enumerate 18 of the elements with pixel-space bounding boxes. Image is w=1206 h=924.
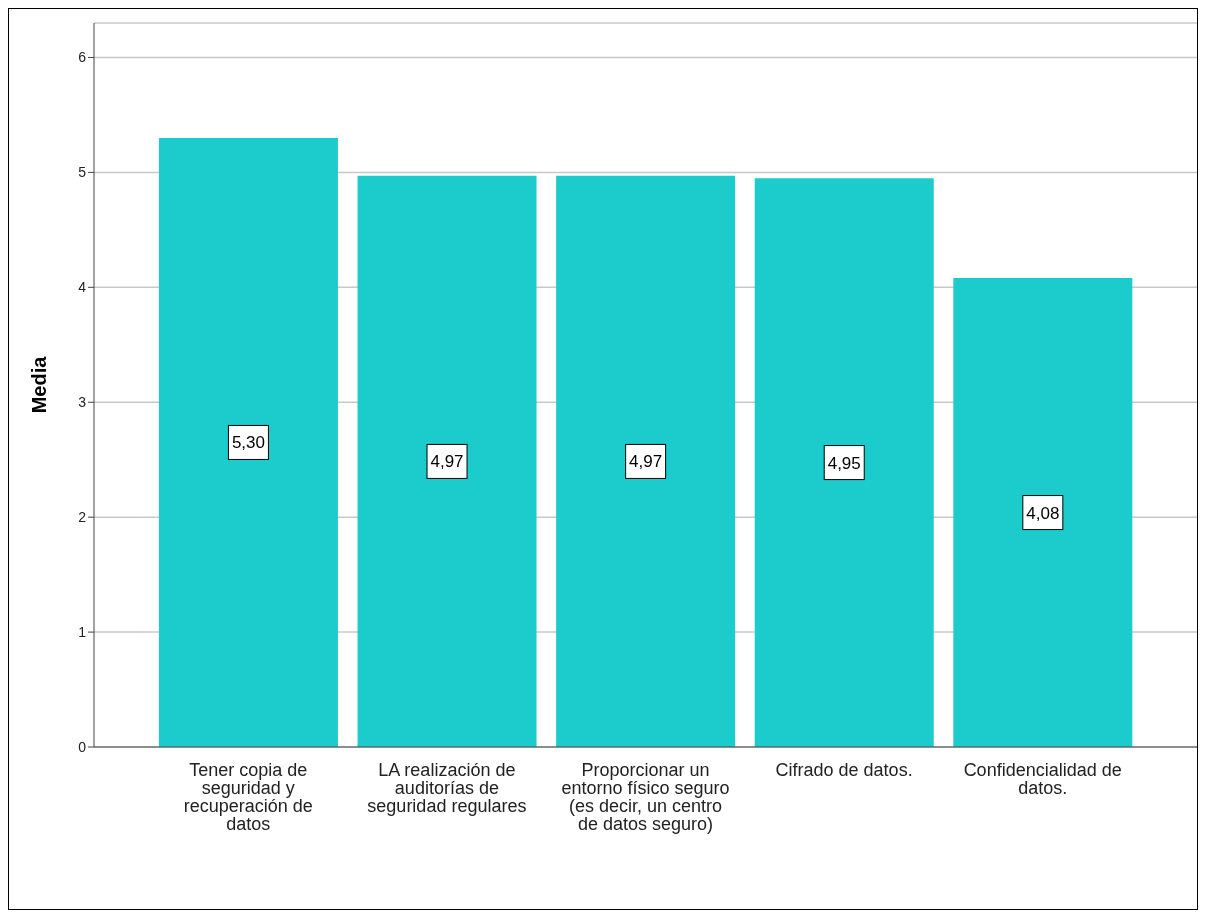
y-axis-title: Media xyxy=(28,355,51,414)
data-label: 5,30 xyxy=(231,433,265,453)
data-label: 4,97 xyxy=(629,452,663,472)
y-tick-label: 1 xyxy=(78,624,87,641)
x-tick-label: Tener copia de seguridad y recuperación de datos xyxy=(183,759,313,834)
data-label: 4,97 xyxy=(430,452,464,472)
x-tick-label: Confidencialidad de datos. xyxy=(963,759,1122,798)
y-tick-label: 4 xyxy=(78,279,87,296)
data-label: 4,95 xyxy=(827,453,861,473)
x-tick-label: Cifrado de datos. xyxy=(775,759,913,780)
y-tick-label: 3 xyxy=(78,394,87,411)
y-tick-label: 6 xyxy=(78,49,87,66)
x-tick-label: LA realización de auditorías de seguridad regulares xyxy=(367,759,527,816)
data-label: 4,08 xyxy=(1026,503,1060,523)
y-tick-label: 5 xyxy=(78,164,87,181)
y-tick-label: 0 xyxy=(78,738,87,755)
x-tick-label: Proporcionar un entorno físico seguro (es decir, un centro de datos seguro) xyxy=(561,759,730,834)
y-tick-label: 2 xyxy=(78,509,87,526)
